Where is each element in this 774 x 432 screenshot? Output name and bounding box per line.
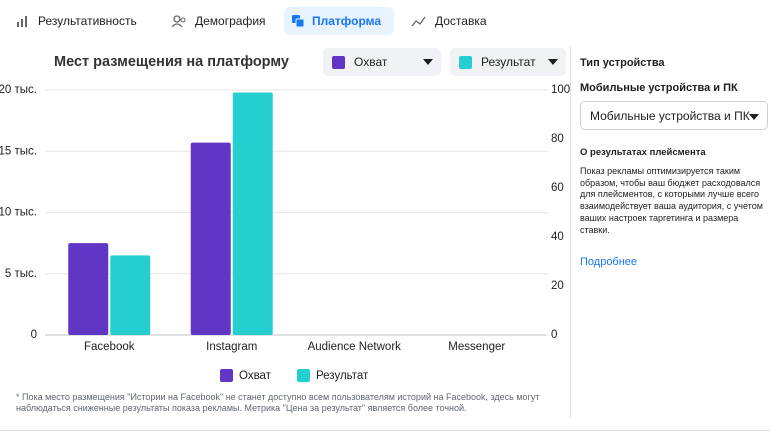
x-tick-label: Messenger [448,341,505,353]
chart-title: Мест размещения на платформу [54,54,289,70]
about-text: Показ рекламы оптимизируется таким образ… [580,166,763,235]
footnote: * Пока место размещения "Истории на Face… [16,392,540,413]
legend-label: Охват [239,370,272,382]
y2-tick-label: 60 [551,182,564,194]
y-tick-label: 0 [31,329,37,341]
caret [423,59,433,65]
panel-heading: Тип устройства [580,57,665,69]
about-title: О результатах плейсмента [580,147,706,158]
bar [190,142,231,335]
caret [749,114,759,120]
y2-tick-label: 80 [551,133,564,145]
x-tick-label: Audience Network [308,341,402,353]
legend-swatch [297,369,310,382]
tab[interactable]: Результативность [8,7,145,35]
caret [548,59,558,65]
tab-label: Результативность [38,14,137,28]
y2-tick-label: 100 [551,84,570,96]
tab-label: Платформа [312,14,382,28]
learn-more-link[interactable]: Подробнее [580,256,638,268]
y-tick-label: 20 тыс. [0,84,37,96]
chart-panel [0,46,571,418]
y-tick-label: 10 тыс. [0,207,37,219]
tab[interactable]: Демография [163,7,274,35]
legend-swatch [220,369,233,382]
chart: 0 5 тыс. 10 тыс. 15 тыс. 20 тыс. 0 20 40 60 80 100… [0,84,570,382]
bar [110,255,151,335]
tab-icon [292,15,304,27]
swatch [459,55,472,69]
tab[interactable]: Платформа [284,7,394,35]
y-tick-label: 5 тыс. [5,268,37,280]
bar [68,243,109,335]
tab-label: Демография [195,14,266,28]
divider [0,430,770,431]
tab-label: Доставка [435,14,487,28]
tab-icon [411,16,426,27]
bar [232,92,273,335]
dropdown-label: Результат [481,55,536,69]
swatch [332,55,345,69]
y2-tick-label: 40 [551,231,564,243]
tab[interactable]: Доставка [403,7,495,35]
dropdown-label: Охват [354,55,388,69]
y2-tick-label: 0 [551,329,557,341]
metric-dropdown[interactable]: Охват [323,48,441,76]
y2-tick-label: 20 [551,280,564,292]
y-tick-label: 15 тыс. [0,145,37,157]
select-label: Мобильные устройства и ПК [590,108,750,123]
x-tick-label: Facebook [84,341,135,353]
legend-label: Результат [316,370,369,382]
tab-icon [171,15,186,27]
tab-icon [17,16,27,27]
x-tick-label: Instagram [206,341,257,353]
panel-subheading: Мобильные устройства и ПК [580,82,738,94]
metric-dropdown[interactable]: Результат [450,48,566,76]
device-select[interactable]: Мобильные устройства и ПК [580,101,768,130]
